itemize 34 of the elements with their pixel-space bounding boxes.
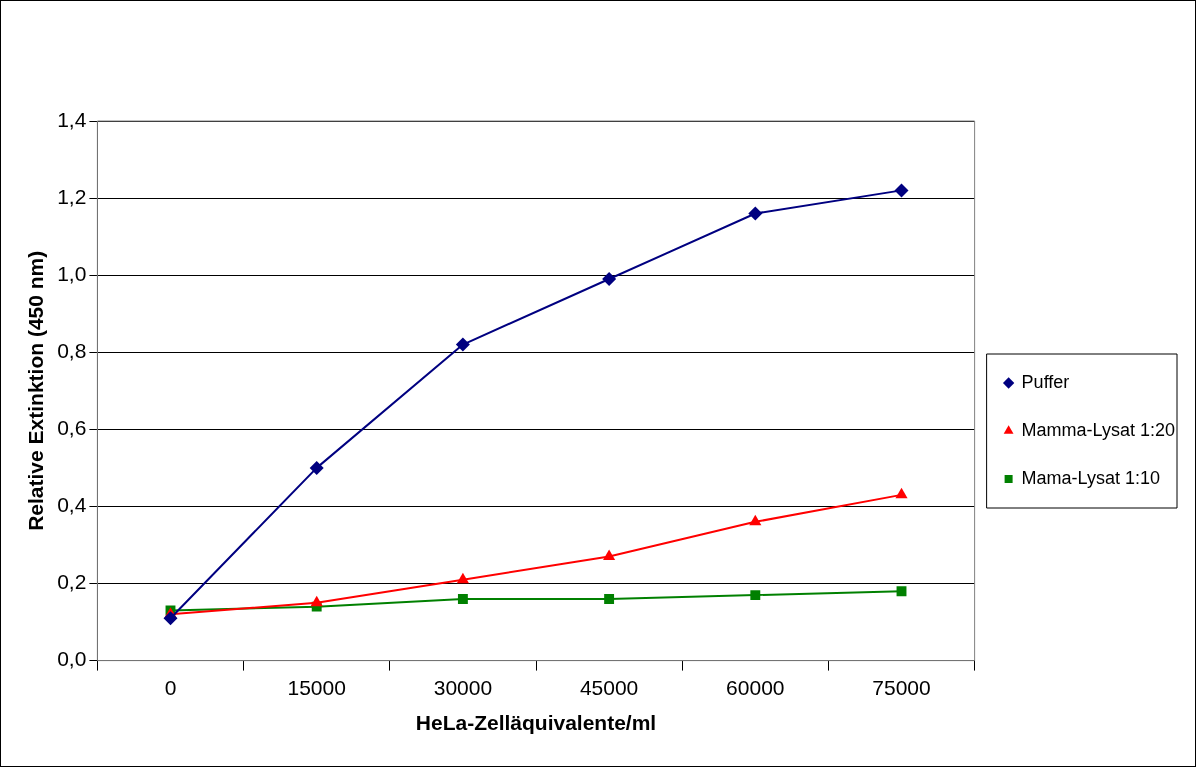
point bbox=[894, 183, 909, 198]
point bbox=[456, 572, 469, 584]
point bbox=[310, 595, 323, 607]
legend-label: Mama-Lysat 1:10 bbox=[1021, 467, 1161, 488]
point bbox=[163, 611, 178, 626]
y-tick-label: 0,0 bbox=[57, 647, 87, 671]
x-tick-label: 45000 bbox=[579, 676, 639, 699]
point bbox=[455, 337, 470, 352]
x-tick-label: 75000 bbox=[872, 676, 931, 699]
point bbox=[603, 549, 616, 561]
point bbox=[309, 460, 324, 475]
x-axis-title: HeLa-Zelläquivalente/ml bbox=[415, 711, 657, 735]
point bbox=[604, 593, 615, 604]
point bbox=[749, 514, 762, 526]
y-tick-label: 1,4 bbox=[57, 107, 87, 131]
y-tick-label: 0,2 bbox=[57, 570, 87, 594]
point bbox=[748, 206, 763, 221]
legend-label: Mamma-Lysat 1:20 bbox=[1021, 419, 1175, 440]
y-tick-label: 0,4 bbox=[57, 493, 87, 517]
legend-label: Puffer bbox=[1021, 371, 1070, 392]
x-tick-label: 30000 bbox=[433, 676, 493, 699]
y-tick-label: 0,8 bbox=[57, 339, 87, 363]
point bbox=[750, 590, 761, 601]
point bbox=[602, 272, 617, 287]
point bbox=[895, 487, 908, 499]
y-tick-label: 0,6 bbox=[57, 416, 87, 440]
y-axis-title: Relative Extinktion (450 nm) bbox=[24, 250, 48, 531]
x-tick-label: 60000 bbox=[726, 676, 785, 699]
point bbox=[896, 586, 907, 597]
y-tick-label: 1,2 bbox=[57, 184, 87, 208]
x-tick-label: 0 bbox=[164, 676, 177, 699]
y-tick-label: 1,0 bbox=[57, 261, 87, 285]
x-tick-label: 15000 bbox=[287, 676, 346, 699]
point bbox=[457, 593, 468, 604]
